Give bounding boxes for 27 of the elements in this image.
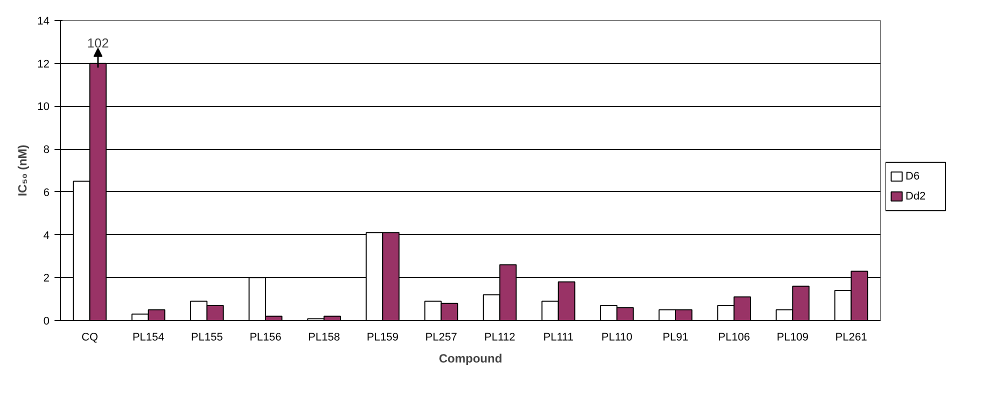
x-tick-label: PL110 [601, 332, 632, 344]
legend-label: Dd2 [906, 190, 926, 202]
x-tick-label: PL91 [662, 332, 688, 344]
x-tick-label: PL158 [308, 332, 340, 344]
legend-label: D6 [906, 170, 920, 183]
x-tick-label: PL111 [543, 332, 574, 344]
x-tick-label: PL106 [718, 332, 750, 344]
x-tick-label: CQ [82, 332, 98, 344]
x-tick-label: PL155 [191, 332, 223, 344]
x-tick-label: PL154 [132, 332, 164, 344]
y-tick-label: 8 [43, 144, 50, 156]
x-axis-title: Compound [438, 352, 502, 366]
y-tick-label: 4 [43, 230, 50, 242]
x-tick-label: PL261 [835, 332, 868, 344]
x-tick-label: PL159 [366, 332, 399, 344]
x-tick-label: PL112 [484, 332, 516, 344]
y-tick-label: 10 [37, 101, 50, 114]
y-tick-label: 12 [37, 58, 50, 70]
annotation: 102 [87, 35, 109, 50]
y-tick-label: 2 [43, 272, 50, 285]
y-tick-label: 0 [43, 316, 50, 328]
y-tick-label: 6 [43, 186, 50, 199]
x-tick-label: PL156 [250, 332, 282, 344]
y-axis-title: IC₅₀ (nM) [15, 144, 30, 196]
x-tick-label: PL109 [776, 332, 809, 344]
x-tick-label: PL257 [425, 332, 458, 344]
y-tick-label: 14 [37, 16, 50, 28]
